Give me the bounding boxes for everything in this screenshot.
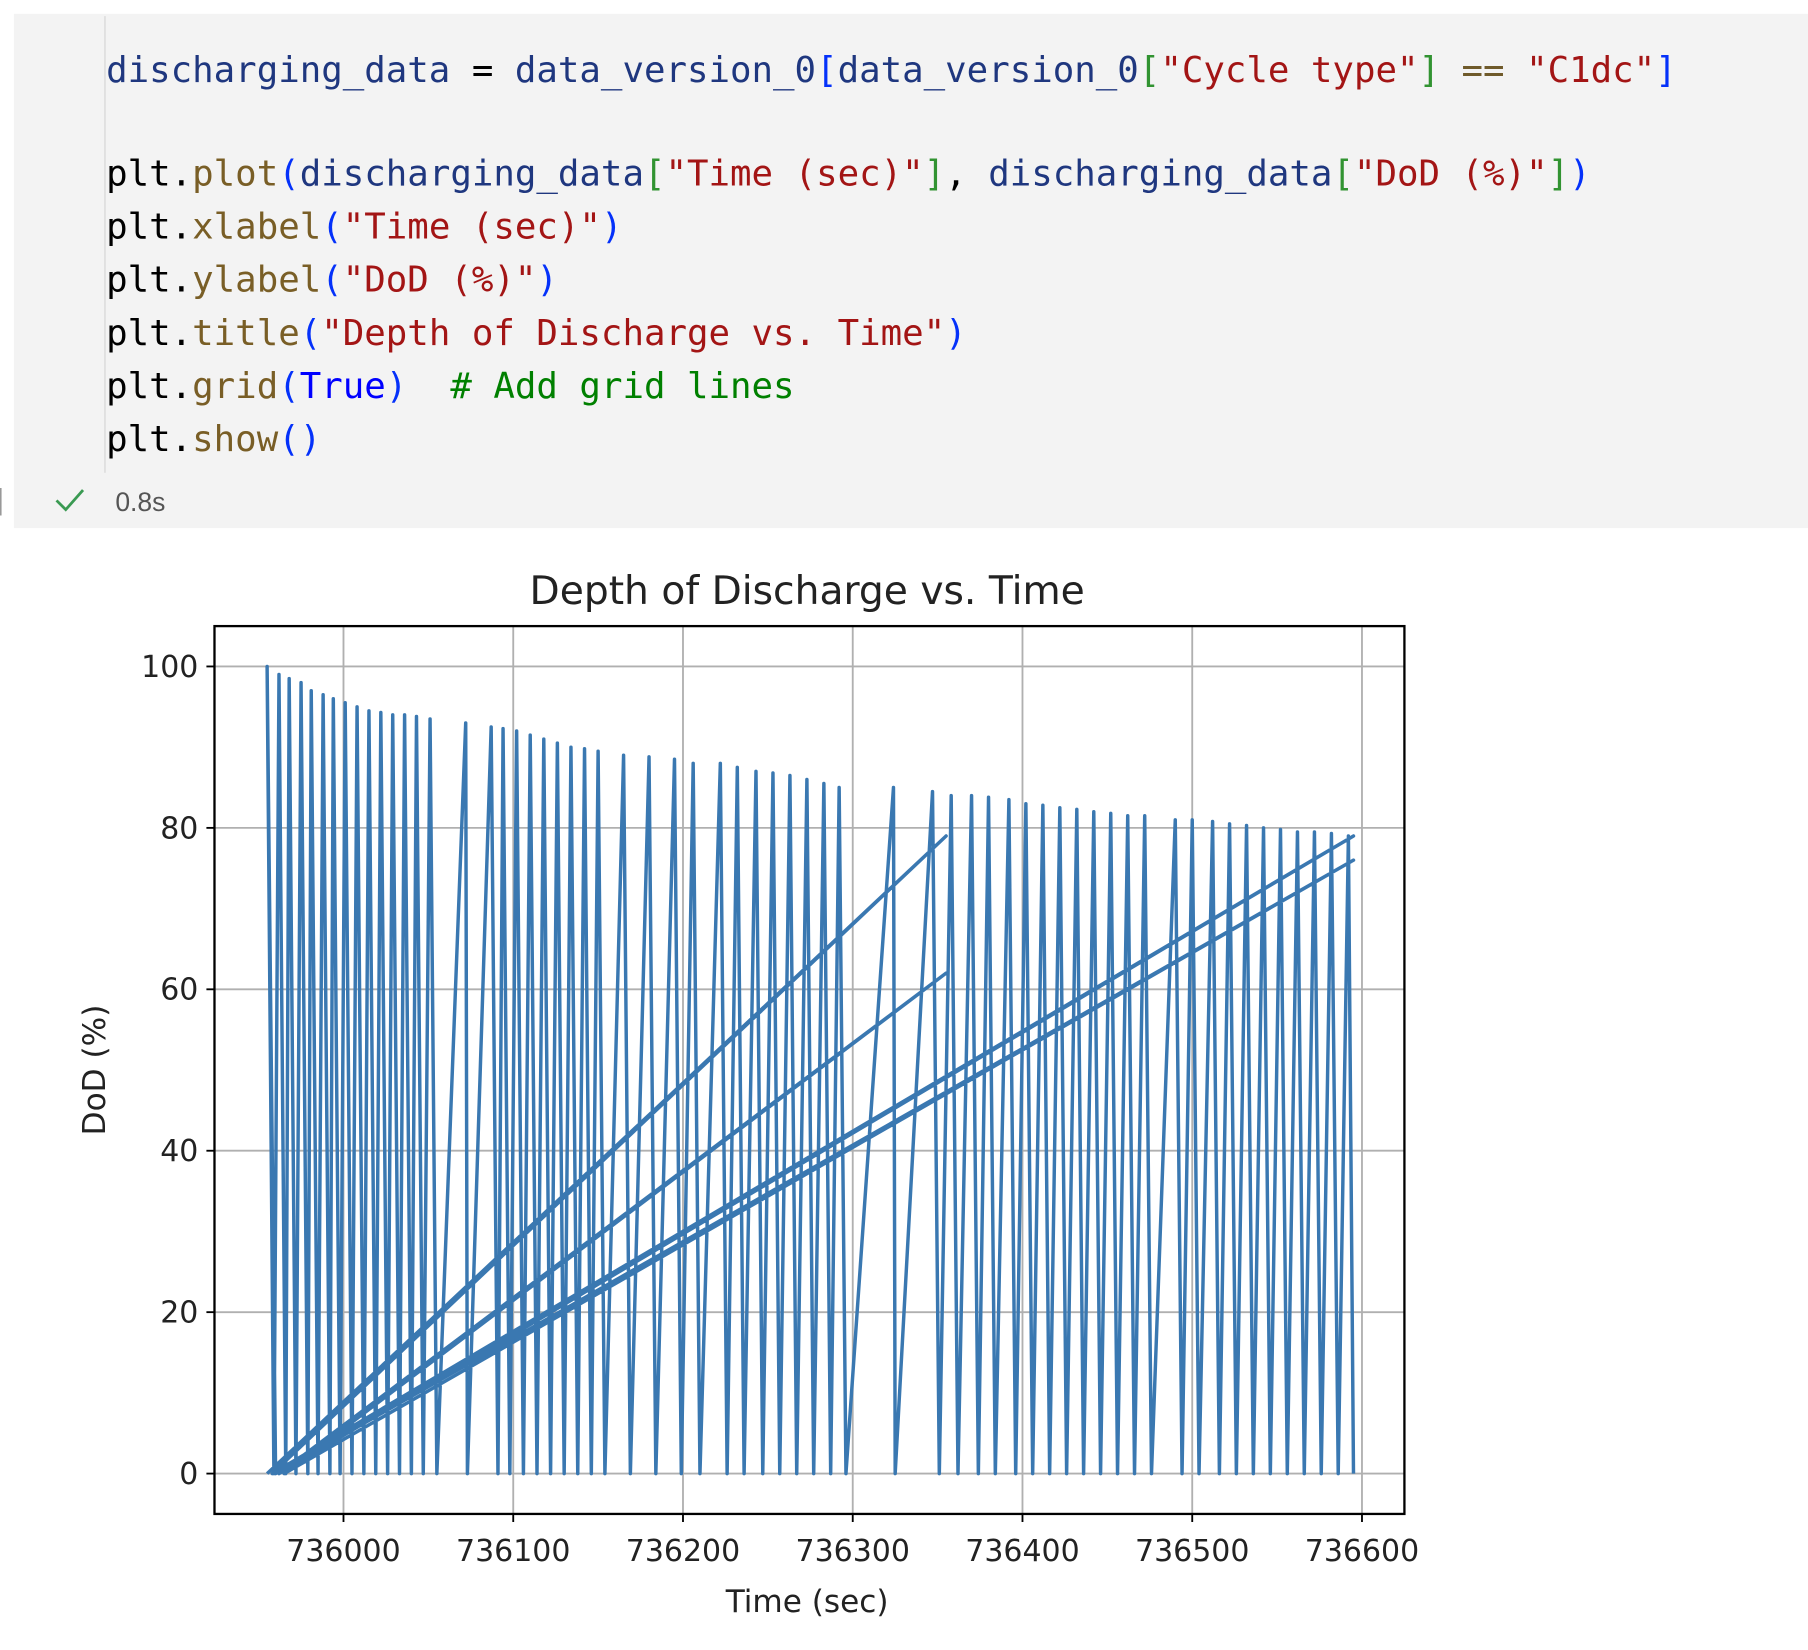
code-token: discharging_data [988, 154, 1332, 195]
code-token: "Cycle type" [1160, 50, 1418, 91]
code-line: plt.ylabel("DoD (%)") [106, 260, 558, 301]
exec-bracket: ] [0, 484, 4, 517]
code-line: plt.plot(discharging_data["Time (sec)"],… [106, 154, 1591, 195]
code-token: grid [192, 366, 278, 407]
code-token: "Time (sec)" [665, 154, 923, 195]
chart: Depth of Discharge vs. Time Time (sec) D… [77, 569, 1419, 1620]
y-tick-label: 0 [179, 1457, 198, 1492]
y-tick-label: 60 [160, 973, 198, 1008]
y-tick-label: 80 [160, 811, 198, 846]
code-block: discharging_data = data_version_0[data_v… [106, 50, 1677, 460]
code-token: plt. [106, 207, 192, 248]
code-token: ( [321, 260, 343, 301]
code-token: [ [644, 154, 666, 195]
x-tick-label: 736100 [456, 1534, 570, 1569]
code-token: ( [278, 154, 300, 195]
code-token: plt. [106, 419, 192, 460]
code-token: discharging_data [106, 50, 450, 91]
y-tick-label: 40 [160, 1134, 198, 1169]
plot-frame [213, 624, 1406, 1516]
x-axis-label: Time (sec) [725, 1584, 889, 1620]
code-line: plt.xlabel("Time (sec)") [106, 207, 622, 248]
code-token: xlabel [192, 207, 321, 248]
code-token: ylabel [192, 260, 321, 301]
code-token: ) [945, 313, 967, 354]
code-token: discharging_data [300, 154, 644, 195]
x-tick-label: 736600 [1305, 1534, 1419, 1569]
code-token: ) [536, 260, 558, 301]
code-token: "Time (sec)" [343, 207, 601, 248]
code-token: "C1dc" [1526, 50, 1655, 91]
code-token: ( [278, 366, 300, 407]
code-token: data_version_0 [515, 50, 816, 91]
code-cell [13, 13, 1808, 529]
code-token: "Depth of Discharge vs. Time" [321, 313, 945, 354]
code-token: plot [192, 154, 278, 195]
x-tick-label: 736000 [286, 1534, 400, 1569]
code-token: ] [1418, 50, 1440, 91]
code-token: plt. [106, 260, 192, 301]
code-token: ] [1655, 50, 1677, 91]
code-token: [ [1332, 154, 1354, 195]
code-token: show [192, 419, 279, 460]
code-token: # Add grid lines [407, 366, 794, 407]
code-token: ) [1569, 154, 1591, 195]
code-line: plt.grid(True) # Add grid lines [106, 366, 794, 407]
x-tick-label: 736300 [796, 1534, 910, 1569]
code-token: [ [816, 50, 838, 91]
code-token: = [450, 50, 515, 91]
code-token: () [278, 419, 321, 460]
code-token: ) [386, 366, 408, 407]
data-line [265, 664, 1356, 1476]
code-line: plt.show() [106, 419, 321, 460]
success-check [55, 489, 85, 512]
x-tick-label: 736500 [1135, 1534, 1249, 1569]
code-token: ] [1548, 154, 1570, 195]
code-token: , [945, 154, 988, 195]
code-token: title [192, 313, 300, 354]
code-line: discharging_data = data_version_0[data_v… [106, 50, 1677, 91]
code-token: "DoD (%)" [1354, 154, 1548, 195]
code-token: [ [1139, 50, 1161, 91]
code-token: == [1440, 50, 1526, 91]
code-token: ) [601, 207, 623, 248]
chart-title: Depth of Discharge vs. Time [530, 569, 1085, 614]
code-token: plt. [106, 154, 192, 195]
x-tick-label: 736400 [965, 1534, 1079, 1569]
code-token: "DoD (%)" [343, 260, 537, 301]
exec-duration: 0.8s [115, 487, 165, 517]
code-token: ( [321, 207, 343, 248]
y-tick-label: 100 [141, 650, 198, 685]
y-tick-label: 20 [160, 1296, 198, 1331]
code-token: plt. [106, 313, 192, 354]
code-token: plt. [106, 366, 192, 407]
code-token: ( [300, 313, 322, 354]
y-axis-label: DoD (%) [77, 1005, 113, 1136]
code-token: data_version_0 [838, 50, 1139, 91]
code-token: ] [924, 154, 946, 195]
code-token: True [300, 366, 386, 407]
x-tick-label: 736200 [626, 1534, 740, 1569]
code-line: plt.title("Depth of Discharge vs. Time") [106, 313, 967, 354]
